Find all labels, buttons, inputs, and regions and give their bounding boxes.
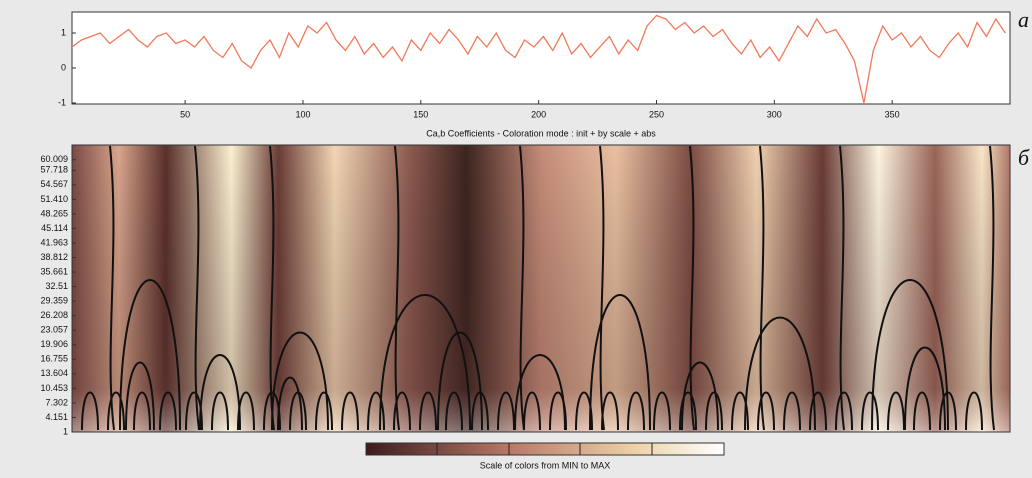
scalogram-contours <box>81 145 995 431</box>
x-tick-label: 50 <box>180 109 190 119</box>
y-tick-label: 19.906 <box>40 339 68 349</box>
y-tick-label: 35.661 <box>40 266 68 276</box>
contour <box>689 145 695 431</box>
x-tick-label: 350 <box>885 109 900 119</box>
contour <box>839 145 845 431</box>
contour <box>107 391 125 431</box>
contour <box>627 391 645 431</box>
y-tick-label: 26.208 <box>40 310 68 320</box>
x-tick-label: 200 <box>531 109 546 119</box>
contour <box>759 145 765 431</box>
y-tick-label: 7.302 <box>45 397 68 407</box>
contour <box>835 391 853 431</box>
y-tick-label: 10.453 <box>40 383 68 393</box>
top-plot-area <box>71 11 1011 105</box>
contour <box>194 145 200 431</box>
contour <box>419 391 437 431</box>
y-tick-label: 60.009 <box>40 154 68 164</box>
contour <box>315 391 333 431</box>
contour <box>471 391 489 431</box>
contour <box>939 391 957 431</box>
y-tick-label: 38.812 <box>40 252 68 262</box>
contour <box>159 391 177 431</box>
y-tick-label: 23.057 <box>40 325 68 335</box>
contour <box>965 391 983 431</box>
colorbar <box>365 442 725 456</box>
contour <box>744 316 816 431</box>
contour <box>119 279 181 431</box>
y-tick-label: -1 <box>58 97 66 107</box>
scalogram-shade <box>72 145 1010 432</box>
contour <box>653 391 671 431</box>
contour <box>211 391 229 431</box>
y-tick-label: 51.410 <box>40 194 68 204</box>
y-tick-label: 41.963 <box>40 237 68 247</box>
contour <box>809 391 827 431</box>
contour <box>341 391 359 431</box>
contour <box>519 145 525 431</box>
scalogram-title: Ca,b Coefficients - Coloration mode : in… <box>426 128 656 138</box>
contour <box>379 294 471 431</box>
contour <box>904 346 946 431</box>
panel-letter: а <box>1018 7 1029 32</box>
contour <box>989 145 995 431</box>
y-tick-label: 54.567 <box>40 179 68 189</box>
y-tick-label: 48.265 <box>40 208 68 218</box>
contour <box>199 354 241 431</box>
y-tick-label: 32.51 <box>45 281 68 291</box>
contour <box>705 391 723 431</box>
y-tick-label: 57.718 <box>40 165 68 175</box>
contour <box>757 391 775 431</box>
contour <box>269 145 275 431</box>
y-tick-label: 1 <box>61 27 66 37</box>
contour <box>497 391 515 431</box>
contour <box>783 391 801 431</box>
y-tick-label: 45.114 <box>41 223 68 233</box>
contour <box>367 391 385 431</box>
contour <box>394 145 400 431</box>
contour <box>81 391 99 431</box>
contour <box>731 391 749 431</box>
contour <box>599 145 605 431</box>
colorbar-label: Scale of colors from MIN to MAX <box>480 460 611 470</box>
contour <box>861 391 879 431</box>
contour <box>887 391 905 431</box>
panel-letter: б <box>1018 145 1030 170</box>
contour <box>437 331 483 431</box>
scalogram-frame <box>71 144 1011 433</box>
x-tick-label: 300 <box>767 109 782 119</box>
contour <box>185 391 203 431</box>
contour <box>575 391 593 431</box>
contour <box>871 279 949 431</box>
x-tick-label: 150 <box>413 109 428 119</box>
contour <box>125 361 155 431</box>
contour <box>393 391 411 431</box>
x-tick-label: 100 <box>295 109 310 119</box>
y-tick-label: 16.755 <box>40 354 68 364</box>
contour <box>523 391 541 431</box>
contour <box>549 391 567 431</box>
contour <box>445 391 463 431</box>
contour <box>237 391 255 431</box>
y-tick-label: 4.151 <box>45 412 68 422</box>
y-tick-label: 1 <box>63 426 68 436</box>
y-tick-label: 13.604 <box>40 368 68 378</box>
contour <box>289 391 307 431</box>
y-tick-label: 0 <box>61 62 66 72</box>
contour <box>679 391 697 431</box>
colorbar-ticks <box>436 443 653 455</box>
y-tick-label: 29.359 <box>40 296 68 306</box>
contour <box>913 391 931 431</box>
contour <box>271 331 329 431</box>
x-tick-label: 250 <box>649 109 664 119</box>
contour <box>589 294 651 431</box>
contour <box>109 145 115 431</box>
signal-line <box>71 14 1006 104</box>
contour <box>133 391 151 431</box>
